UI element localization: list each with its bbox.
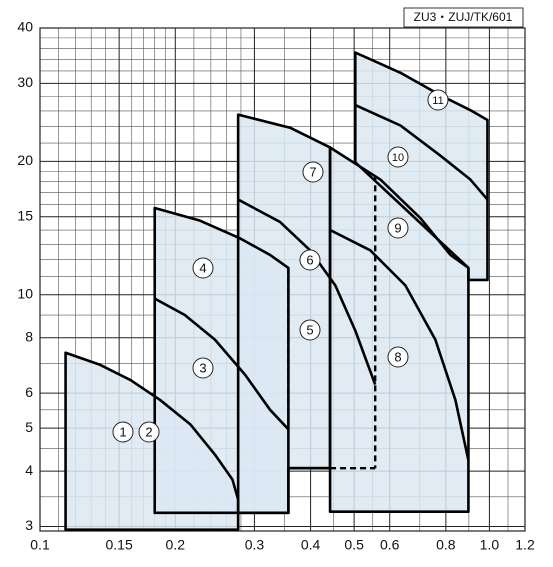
region-fill — [238, 114, 331, 513]
chart-title: ZU3・ZUJ/TK/601 — [414, 10, 513, 24]
x-tick-label: 0.1 — [30, 537, 50, 553]
curve — [329, 228, 470, 461]
y-tick-label: 40 — [17, 19, 33, 35]
curves — [64, 51, 489, 531]
region-outline — [353, 51, 489, 282]
curve-label: 1 — [119, 424, 126, 439]
curve-label-circle — [302, 161, 324, 183]
curve-label-circle — [299, 319, 321, 341]
curve-label-circle — [299, 249, 321, 271]
curve-label-circle — [138, 421, 160, 443]
y-tick-label: 8 — [25, 328, 33, 344]
curve-label: 9 — [394, 220, 401, 235]
curve-label: 2 — [145, 424, 152, 439]
x-tick-label: 0.3 — [245, 537, 265, 553]
curve-label: 3 — [199, 360, 206, 375]
curve-label: 11 — [432, 95, 443, 107]
curve-label-circle — [387, 346, 409, 368]
region-fill — [355, 52, 488, 280]
plot-frame — [39, 27, 526, 532]
curve-label: 5 — [306, 322, 313, 337]
x-tick-label: 0.5 — [344, 537, 364, 553]
regions — [65, 52, 488, 530]
y-tick-label: 15 — [17, 207, 33, 223]
curve-label: 6 — [306, 252, 313, 267]
x-tick-label: 0.8 — [436, 537, 456, 553]
x-tick-label: 1.2 — [515, 537, 535, 553]
y-tick-label: 30 — [17, 74, 33, 90]
y-tick-label: 20 — [17, 152, 33, 168]
curve — [237, 198, 377, 386]
y-tick-label: 4 — [25, 462, 33, 478]
x-tick-label: 0.15 — [106, 537, 133, 553]
curve-label: 7 — [309, 164, 316, 179]
title-box — [403, 7, 524, 28]
y-tick-label: 5 — [25, 419, 33, 435]
labels: 0.1 0.15 0.2 0.3 0.4 0.5 0.6 0.8 1.0 1.2345681015… — [17, 19, 535, 553]
curve-label-circle — [192, 357, 214, 379]
curve-label: 10 — [392, 152, 404, 164]
curve — [354, 103, 489, 201]
y-tick-label: 10 — [17, 285, 33, 301]
x-tick-label: 0.6 — [380, 537, 400, 553]
x-tick-label: 1.0 — [480, 537, 500, 553]
curve-label-circle — [427, 89, 449, 111]
x-tick-label: 0.4 — [301, 537, 321, 553]
y-tick-label: 6 — [25, 384, 33, 400]
curve-label-circle — [112, 421, 134, 443]
curve-label-circle — [387, 146, 409, 168]
curve-label: 8 — [394, 349, 401, 364]
curve — [154, 297, 290, 431]
curve-label-circle — [387, 217, 409, 239]
x-tick-label: 0.2 — [166, 537, 186, 553]
curve-label: 4 — [199, 260, 206, 275]
y-tick-label: 3 — [25, 517, 33, 533]
region-fill — [330, 147, 469, 512]
curve-label-circle — [192, 257, 214, 279]
